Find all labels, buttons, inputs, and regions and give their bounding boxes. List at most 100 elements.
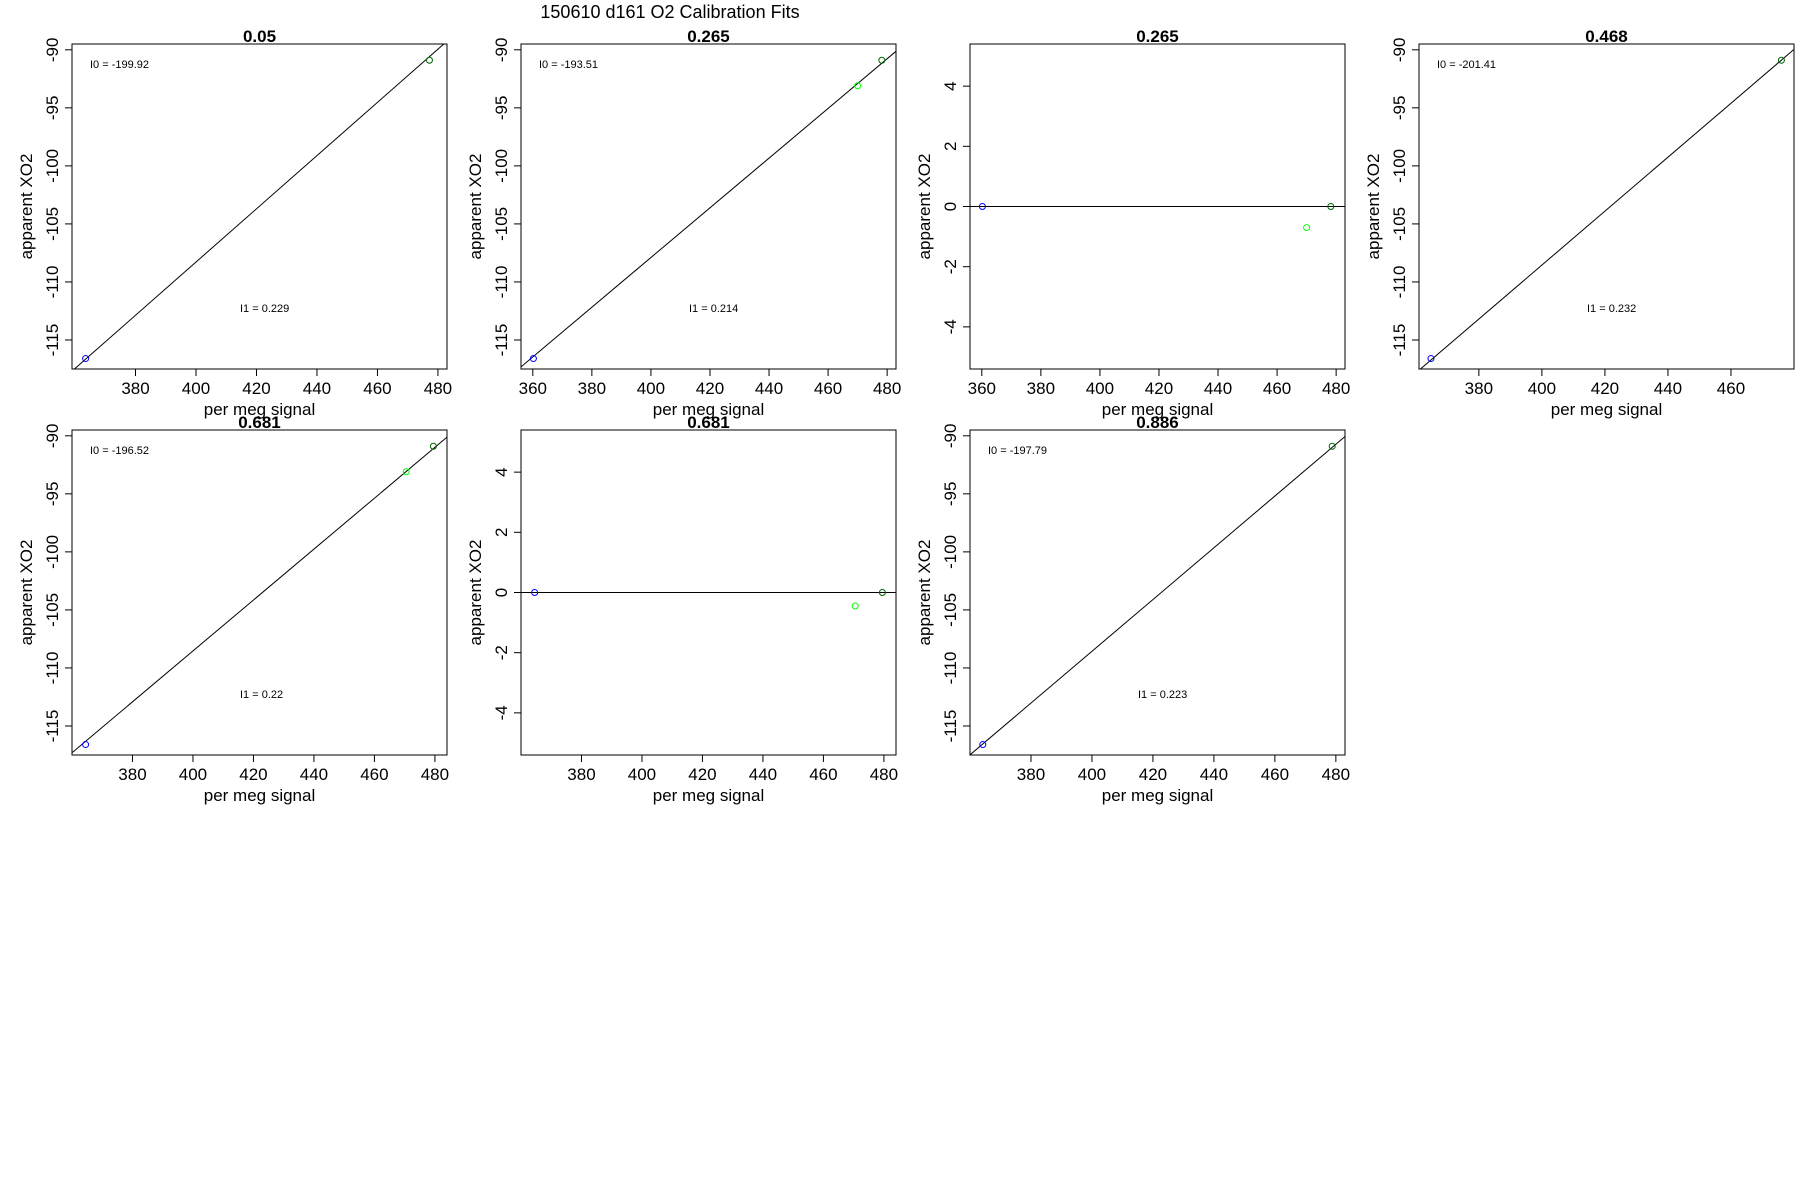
x-tick-label: 380 (1017, 765, 1045, 784)
plot-frame (71, 429, 448, 756)
y-tick-label: -110 (43, 652, 62, 685)
y-tick-label: -100 (43, 535, 62, 569)
y-tick-label: -95 (941, 482, 960, 507)
data-point (1303, 224, 1311, 232)
fit-annotation: I0 = -196.52 (90, 445, 149, 457)
y-tick-label: 4 (941, 81, 960, 90)
x-tick-label: 380 (567, 765, 595, 784)
fit-annotation: I0 = -193.51 (539, 59, 598, 71)
y-tick-label: -95 (492, 96, 511, 121)
fit-annotation: I0 = -199.92 (90, 59, 149, 71)
x-tick-label: 420 (239, 765, 267, 784)
x-tick-label: 420 (1139, 765, 1167, 784)
x-tick-label: 400 (628, 765, 656, 784)
x-tick-label: 480 (870, 765, 898, 784)
x-tick-label: 400 (182, 379, 210, 398)
fit-annotation: I0 = -197.79 (988, 445, 1047, 457)
x-tick-label: 400 (637, 379, 665, 398)
x-tick-label: 420 (1591, 379, 1619, 398)
x-tick-label: 400 (1528, 379, 1556, 398)
x-tick-label: 480 (1322, 379, 1350, 398)
x-tick-label: 420 (688, 765, 716, 784)
data-point (1327, 203, 1335, 210)
y-tick-label: -105 (941, 593, 960, 627)
panel-title: 0.468 (1585, 27, 1628, 46)
x-tick-label: 440 (1654, 379, 1682, 398)
x-tick-label: 420 (242, 379, 270, 398)
y-tick-label: 2 (492, 528, 511, 537)
y-tick-label: -115 (492, 324, 511, 357)
data-point (82, 741, 90, 749)
panel-title: 0.681 (687, 413, 730, 432)
x-axis-label: per meg signal (1102, 400, 1214, 419)
y-tick-label: -110 (492, 266, 511, 299)
y-tick-label: 4 (492, 467, 511, 476)
x-tick-label: 360 (519, 379, 547, 398)
y-tick-label: -90 (492, 38, 511, 63)
fit-annotation: I0 = -201.41 (1437, 59, 1496, 71)
y-tick-label: -2 (941, 259, 960, 274)
data-point (979, 741, 987, 749)
y-tick-label: -95 (43, 482, 62, 507)
y-tick-label: -105 (492, 207, 511, 241)
y-tick-label: -105 (43, 207, 62, 241)
x-tick-label: 460 (1717, 379, 1745, 398)
panel-title: 0.681 (238, 413, 281, 432)
y-axis-label: apparent XO2 (17, 540, 36, 646)
panel-title: 0.05 (243, 27, 276, 46)
x-tick-label: 460 (814, 379, 842, 398)
x-tick-label: 460 (1263, 379, 1291, 398)
data-point (429, 442, 437, 450)
x-tick-label: 400 (1086, 379, 1114, 398)
y-tick-label: -100 (43, 149, 62, 183)
x-tick-label: 380 (578, 379, 606, 398)
fit-line (521, 50, 896, 368)
x-axis-label: per meg signal (653, 786, 765, 805)
y-axis-label: apparent XO2 (915, 154, 934, 260)
fit-line (1419, 48, 1794, 369)
y-tick-label: -110 (43, 266, 62, 299)
fit-line (73, 44, 445, 369)
x-tick-label: 440 (1204, 379, 1232, 398)
y-tick-label: -110 (1390, 266, 1409, 299)
data-point (854, 82, 862, 90)
y-axis-label: apparent XO2 (1364, 154, 1383, 260)
fit-annotation: I1 = 0.232 (1587, 303, 1636, 315)
data-point (425, 56, 433, 64)
y-tick-label: -4 (492, 705, 511, 720)
data-point (851, 602, 859, 610)
y-tick-label: -100 (941, 535, 960, 569)
y-tick-label: -90 (1390, 38, 1409, 63)
x-tick-label: 480 (424, 379, 452, 398)
y-tick-label: -105 (1390, 207, 1409, 241)
x-tick-label: 480 (421, 765, 449, 784)
y-tick-label: -4 (941, 319, 960, 334)
y-tick-label: -90 (43, 424, 62, 449)
data-point (1777, 56, 1785, 64)
x-tick-label: 380 (118, 765, 146, 784)
y-tick-label: -115 (941, 710, 960, 743)
data-point (1427, 355, 1435, 363)
y-tick-label: -95 (1390, 96, 1409, 121)
y-tick-label: -95 (43, 96, 62, 121)
y-tick-label: -115 (43, 710, 62, 743)
x-tick-label: 420 (696, 379, 724, 398)
panel-title: 0.265 (687, 27, 730, 46)
plot-frame (969, 429, 1346, 756)
y-axis-label: apparent XO2 (915, 540, 934, 646)
x-tick-label: 440 (749, 765, 777, 784)
plot-frame (520, 43, 897, 370)
fit-annotation: I1 = 0.223 (1138, 689, 1187, 701)
x-tick-label: 460 (809, 765, 837, 784)
y-tick-label: -2 (492, 645, 511, 660)
panel-1: 0.05 380 400 420 440 460 480 -90 -95 -100 -105 -110… (17, 27, 452, 419)
data-point (978, 203, 986, 210)
panel-7: 0.886 380 400 420 440 460 480 -90 -95 -100 -105 -11… (915, 413, 1350, 805)
y-tick-label: -100 (1390, 149, 1409, 183)
y-tick-label: -105 (43, 593, 62, 627)
data-point (82, 355, 90, 363)
x-tick-label: 420 (1145, 379, 1173, 398)
plot-frame (71, 43, 448, 370)
